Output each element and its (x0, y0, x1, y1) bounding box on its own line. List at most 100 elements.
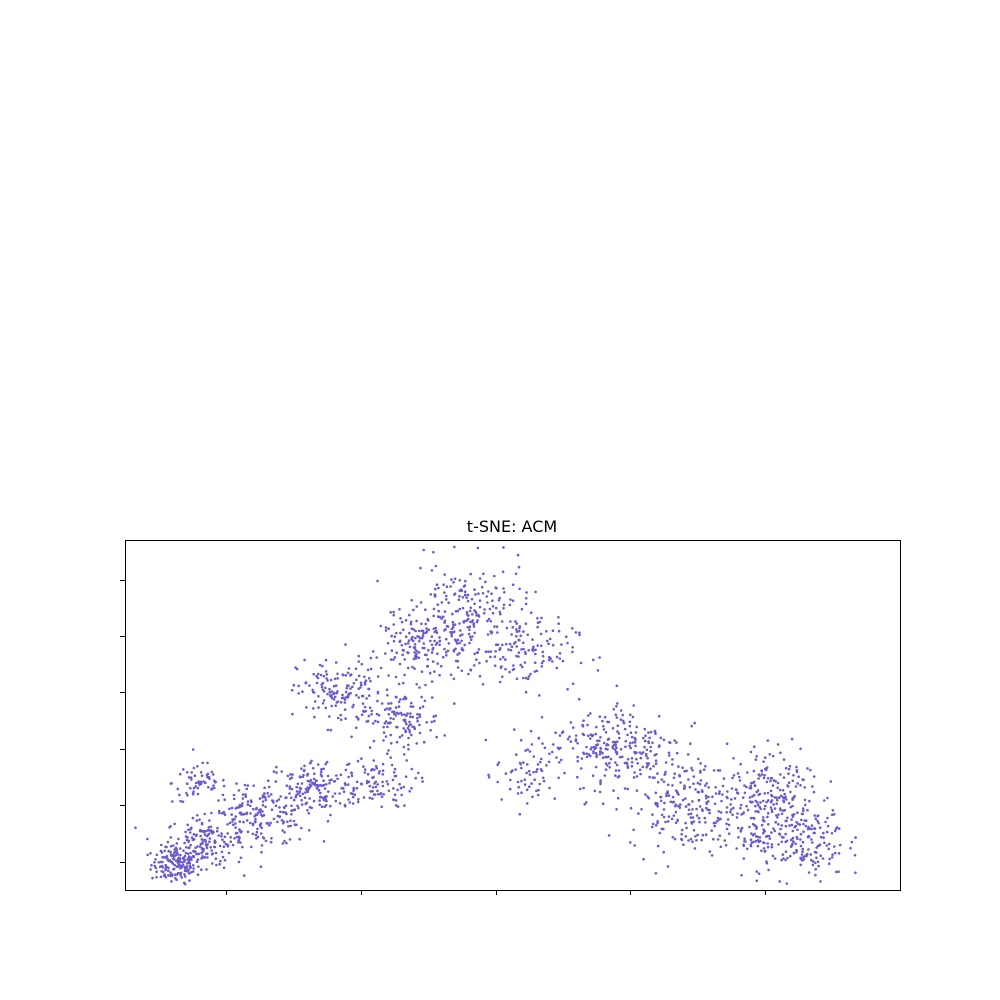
scatter-point (161, 865, 165, 869)
scatter-point (684, 835, 688, 838)
scatter-point (799, 832, 803, 836)
scatter-point (341, 673, 345, 677)
scatter-point (630, 765, 634, 768)
scatter-point (785, 882, 789, 885)
scatter-point (179, 772, 182, 776)
scatter-point (502, 603, 506, 607)
scatter-point (231, 823, 235, 827)
scatter-point (315, 783, 319, 787)
scatter-point (631, 741, 635, 744)
scatter-point (552, 743, 555, 746)
scatter-point (819, 835, 823, 839)
scatter-point (365, 781, 369, 785)
scatter-point (458, 595, 461, 598)
scatter-point (650, 825, 654, 829)
scatter-point (684, 821, 687, 825)
scatter-point (760, 773, 764, 776)
scatter-point (656, 844, 660, 848)
scatter-point (194, 846, 197, 850)
scatter-point (604, 762, 608, 765)
scatter-point (537, 736, 541, 740)
scatter-point (394, 706, 398, 709)
scatter-point (447, 601, 451, 604)
scatter-point (386, 642, 390, 645)
scatter-point (406, 726, 410, 730)
scatter-point (791, 779, 795, 783)
scatter-point (155, 875, 158, 879)
scatter-point (686, 753, 690, 756)
scatter-point (283, 831, 286, 834)
scatter-point (169, 782, 173, 785)
scatter-point (393, 767, 397, 771)
scatter-point (582, 786, 585, 790)
scatter-point (742, 844, 746, 847)
scatter-point (749, 750, 753, 754)
scatter-point (513, 728, 516, 731)
scatter-point (405, 722, 408, 726)
scatter-point (477, 592, 480, 595)
scatter-point (804, 819, 808, 822)
scatter-point (250, 800, 253, 804)
scatter-point (733, 797, 737, 800)
scatter-point (329, 804, 332, 808)
scatter-point (538, 694, 541, 697)
scatter-point (748, 825, 751, 829)
scatter-point (339, 718, 343, 722)
scatter-point (704, 833, 708, 836)
scatter-point (408, 728, 411, 732)
scatter-point (320, 770, 323, 774)
scatter-point (714, 786, 717, 789)
scatter-point (299, 775, 302, 779)
scatter-point (195, 819, 199, 822)
scatter-point (239, 811, 243, 815)
scatter-point (408, 720, 411, 724)
scatter-point (209, 830, 212, 833)
scatter-point (740, 813, 743, 816)
scatter-point (775, 814, 778, 817)
scatter-point (171, 873, 174, 876)
scatter-point (517, 565, 521, 569)
scatter-point (394, 799, 398, 802)
scatter-point (443, 610, 447, 613)
scatter-point (826, 824, 830, 828)
scatter-point (167, 849, 170, 853)
scatter-point (311, 766, 315, 770)
scatter-point (725, 806, 729, 809)
scatter-point (810, 838, 813, 841)
scatter-point (222, 866, 226, 870)
scatter-point (330, 690, 334, 693)
scatter-point (417, 771, 420, 775)
scatter-point (578, 787, 582, 791)
scatter-point (402, 727, 406, 730)
scatter-point (371, 789, 374, 793)
scatter-point (251, 832, 255, 836)
scatter-point (422, 631, 425, 635)
scatter-point (211, 773, 215, 776)
scatter-point (795, 765, 798, 769)
scatter-point (786, 816, 789, 820)
scatter-point (771, 854, 775, 858)
scatter-point (548, 786, 551, 790)
scatter-point (154, 866, 158, 870)
scatter-point (290, 787, 294, 791)
scatter-point (363, 681, 367, 684)
scatter-point (701, 809, 704, 812)
scatter-point (697, 799, 701, 802)
scatter-point (344, 690, 348, 694)
scatter-point (418, 723, 421, 727)
scatter-point (539, 632, 543, 636)
scatter-point (643, 739, 647, 743)
scatter-point (700, 838, 703, 842)
scatter-point (430, 569, 434, 572)
scatter-point (397, 682, 401, 686)
scatter-point (487, 776, 491, 779)
scatter-point (272, 801, 275, 804)
scatter-point (301, 775, 305, 779)
scatter-point (458, 634, 462, 637)
scatter-point (773, 857, 777, 860)
scatter-point (164, 845, 167, 849)
scatter-point (700, 789, 704, 792)
scatter-point (355, 678, 358, 682)
scatter-point (771, 784, 775, 787)
scatter-point (606, 738, 610, 741)
